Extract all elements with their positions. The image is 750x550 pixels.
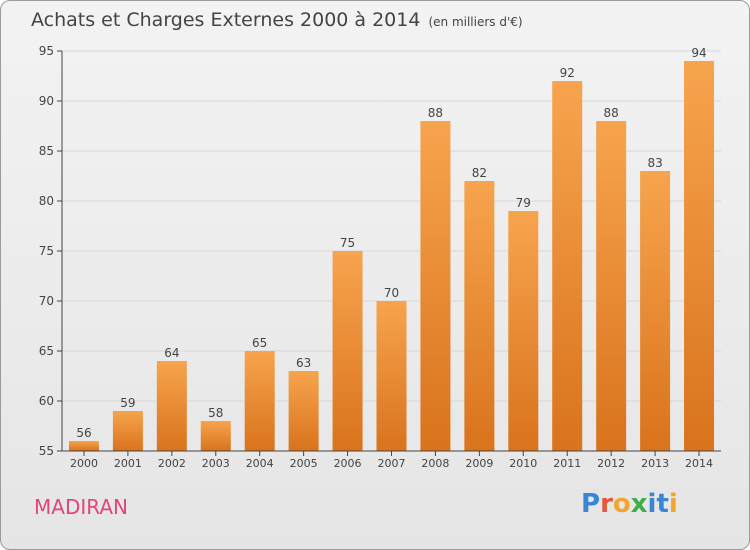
subtitle-text: (en milliers d'€): [428, 15, 523, 29]
proxiti-logo: Proxiti: [581, 489, 678, 519]
data-label: 64: [164, 346, 179, 360]
x-tick-label: 2005: [290, 457, 318, 470]
logo-letter: i: [647, 489, 657, 519]
logo-letter: i: [668, 489, 678, 519]
bar-2004: [244, 351, 275, 451]
commune-name: MADIRAN: [34, 495, 128, 519]
y-tick-label: 95: [39, 44, 54, 58]
bar-2000: [68, 441, 99, 451]
x-tick-label: 2011: [553, 457, 581, 470]
bar-2013: [640, 171, 671, 451]
bar-2003: [200, 421, 231, 451]
data-label: 65: [252, 336, 267, 350]
data-label: 63: [296, 356, 311, 370]
logo-letter: t: [656, 489, 669, 519]
bar-2010: [508, 211, 539, 451]
logo-letter: o: [612, 489, 631, 519]
x-tick-label: 2001: [114, 457, 142, 470]
data-label: 56: [76, 426, 91, 440]
logo-letter: P: [581, 489, 601, 519]
y-tick-label: 75: [39, 244, 54, 258]
y-tick-label: 60: [39, 394, 54, 408]
axes: 55 60 65 70 75 80 85 90 95 2000 2001 2002 2003 2004 20…: [39, 44, 721, 470]
data-label: 75: [340, 236, 355, 250]
bar-2006: [332, 251, 363, 451]
y-tick-label: 55: [39, 444, 54, 458]
bars: [68, 61, 715, 451]
data-label: 58: [208, 406, 223, 420]
logo-letter: r: [600, 489, 613, 519]
x-tick-label: 2006: [334, 457, 362, 470]
data-label: 59: [120, 396, 135, 410]
x-tick-label: 2002: [158, 457, 186, 470]
data-label: 88: [428, 106, 443, 120]
x-tick-label: 2008: [421, 457, 449, 470]
y-tick-label: 70: [39, 294, 54, 308]
y-tick-label: 85: [39, 144, 54, 158]
x-tick-label: 2007: [378, 457, 406, 470]
y-tick-label: 80: [39, 194, 54, 208]
title-text: Achats et Charges Externes 2000 à 2014: [31, 9, 421, 31]
x-tick-label: 2004: [246, 457, 274, 470]
bar-2007: [376, 301, 407, 451]
x-tick-label: 2000: [70, 457, 98, 470]
data-label: 79: [516, 196, 531, 210]
bar-2011: [552, 81, 583, 451]
bar-2014: [684, 61, 715, 451]
x-tick-label: 2009: [465, 457, 493, 470]
y-tick-label: 90: [39, 94, 54, 108]
bar-2001: [112, 411, 143, 451]
data-label: 94: [691, 46, 706, 60]
x-tick-label: 2012: [597, 457, 625, 470]
x-tick-label: 2010: [509, 457, 537, 470]
bar-2009: [464, 181, 495, 451]
data-label: 88: [604, 106, 619, 120]
data-label: 70: [384, 286, 399, 300]
data-label: 83: [647, 156, 662, 170]
data-label: 92: [560, 66, 575, 80]
y-tick-label: 65: [39, 344, 54, 358]
data-label: 82: [472, 166, 487, 180]
x-tick-label: 2014: [685, 457, 713, 470]
data-labels: 56 59 64 58 65 63 75 70 88 82 79 92 88 83 94: [76, 46, 706, 440]
x-tick-label: 2013: [641, 457, 669, 470]
x-tick-label: 2003: [202, 457, 230, 470]
bar-2012: [596, 121, 627, 451]
chart-title: Achats et Charges Externes 2000 à 2014 (e…: [31, 9, 523, 31]
bar-2005: [288, 371, 319, 451]
logo-letter: x: [630, 489, 648, 519]
bar-2008: [420, 121, 451, 451]
bar-2002: [156, 361, 187, 451]
